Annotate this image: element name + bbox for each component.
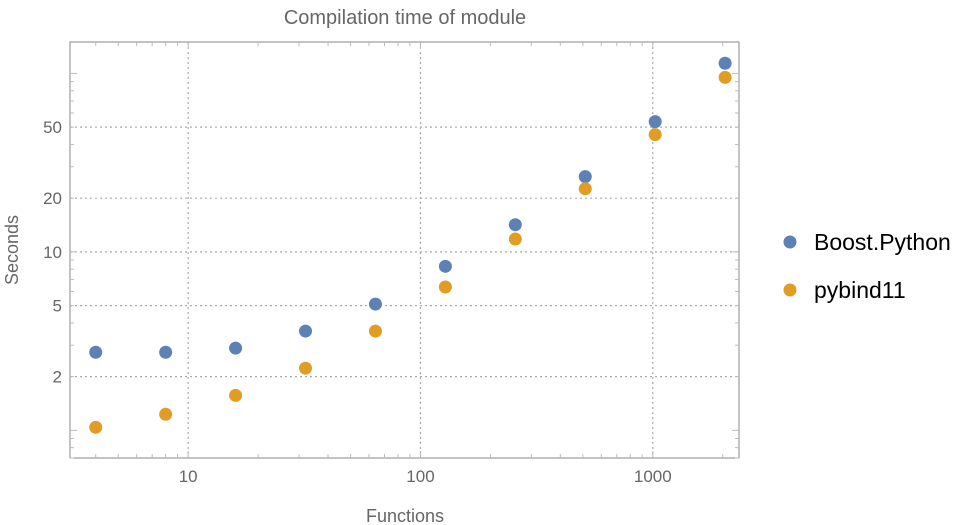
grid [70, 42, 739, 458]
x-axis-label: Functions [366, 506, 444, 525]
data-point-pybind11 [648, 128, 662, 142]
data-point-boost-python [229, 341, 243, 355]
data-point-pybind11 [229, 388, 243, 402]
data-point-pybind11 [508, 232, 522, 246]
legend-marker [783, 283, 797, 297]
data-point-pybind11 [718, 70, 732, 84]
x-tick-label: 1000 [634, 467, 672, 486]
data-point-boost-python [438, 259, 452, 273]
chart-title: Compilation time of module [284, 7, 526, 29]
x-tick-label: 100 [406, 467, 434, 486]
plot-frame [69, 41, 740, 459]
data-point-boost-python [718, 56, 732, 70]
legend: Boost.Python pybind11 [783, 229, 951, 303]
y-tick-label: 2 [53, 368, 62, 387]
legend-label: pybind11 [814, 277, 906, 303]
data-point-pybind11 [89, 420, 103, 434]
data-point-pybind11 [299, 361, 313, 375]
legend-label: Boost.Python [814, 229, 951, 255]
data-point-boost-python [299, 324, 313, 338]
y-tick-label: 5 [53, 297, 62, 316]
data-point-boost-python [578, 170, 592, 184]
data-point-boost-python [89, 345, 103, 359]
legend-marker [783, 235, 797, 249]
y-tick-label: 50 [43, 118, 62, 137]
data-point-pybind11 [368, 324, 382, 338]
y-tick-label: 20 [43, 189, 62, 208]
data-point-boost-python [368, 297, 382, 311]
y-tick-label: 10 [43, 243, 62, 262]
y-axis-label: Seconds [2, 215, 22, 285]
data-point-boost-python [648, 115, 662, 129]
data-point-boost-python [159, 345, 173, 359]
data-point-boost-python [508, 218, 522, 232]
data-point-pybind11 [578, 182, 592, 196]
x-tick-label: 10 [179, 467, 198, 486]
data-point-pybind11 [159, 407, 173, 421]
axis-ticks: 10 100 1000 2 5 10 20 50 [43, 42, 739, 486]
data-points [89, 56, 732, 434]
data-point-pybind11 [438, 280, 452, 294]
